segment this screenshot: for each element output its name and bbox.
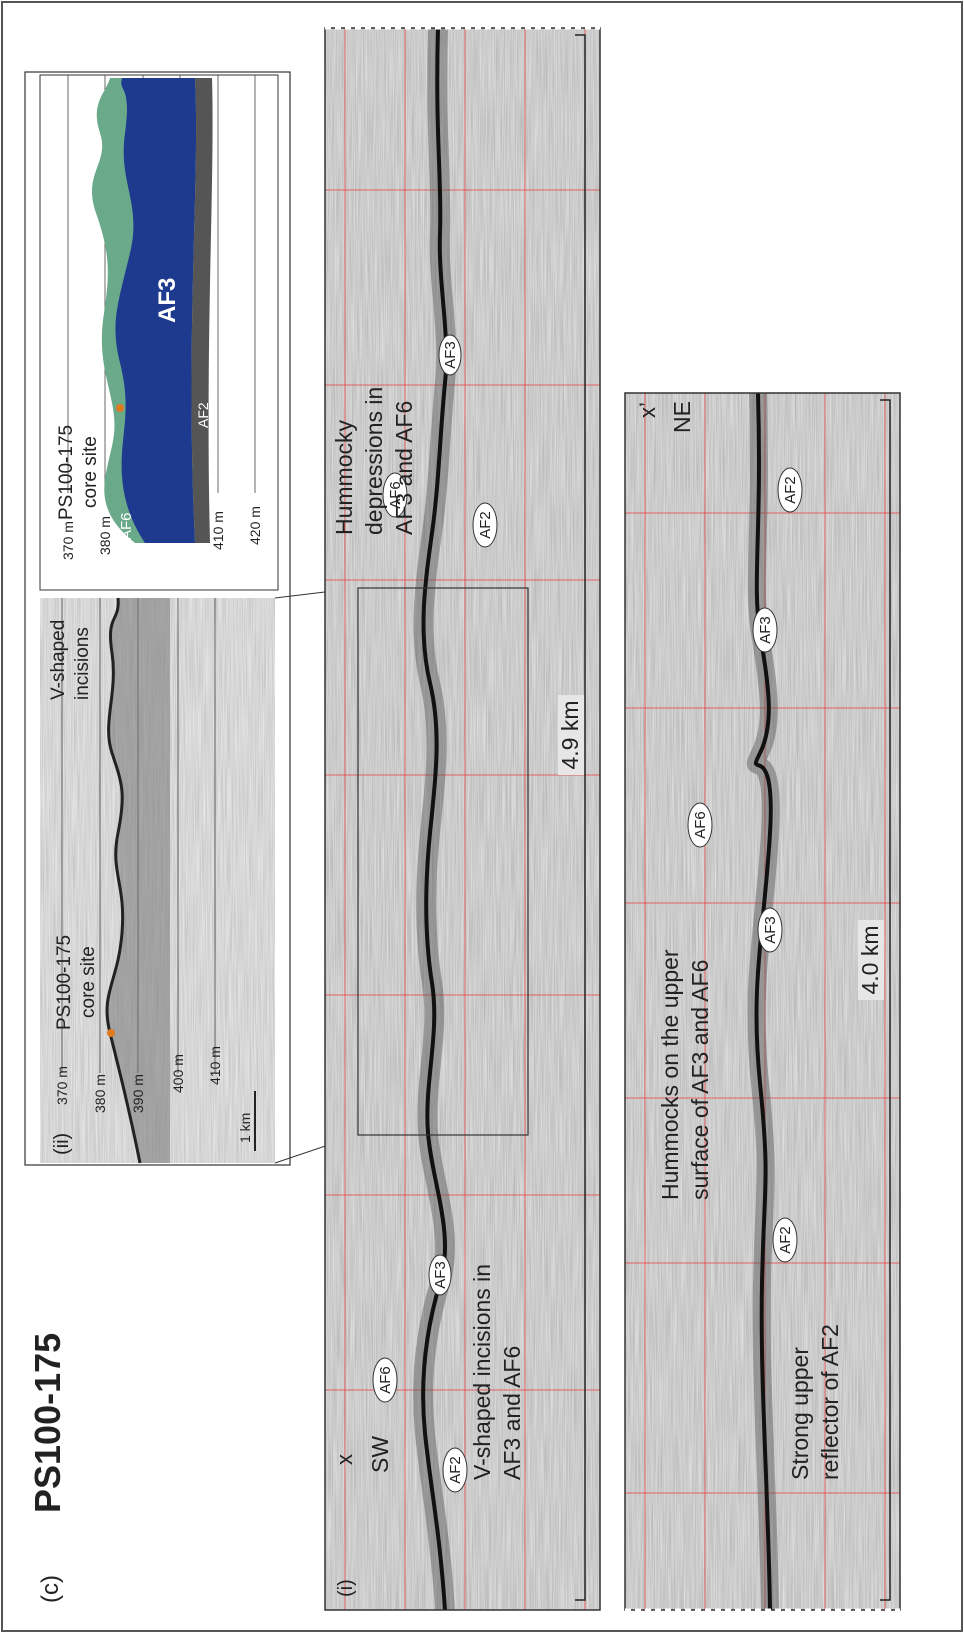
- profile-lower: x’ NE AF2 AF3 AF6 AF3 AF2 Hummocks on th…: [625, 393, 900, 1610]
- direction: SW: [367, 1436, 393, 1473]
- annotation: incisions: [72, 627, 93, 700]
- annotation: core site: [78, 946, 99, 1018]
- annotation: Strong upper: [787, 1347, 813, 1480]
- scale-bar-label: 1 km: [237, 1113, 253, 1143]
- annotation: PS100-175: [54, 935, 75, 1030]
- unit-label: AF2: [777, 1226, 794, 1254]
- unit-label: AF2: [195, 402, 211, 428]
- scale-label: 4.0 km: [857, 925, 883, 994]
- annotation: surface of AF3 and AF6: [687, 960, 713, 1200]
- inset-label: (ii): [51, 1133, 73, 1155]
- marker: x: [332, 1454, 357, 1465]
- inset-model: 370 m 380 m 410 m 420 m PS100-175 core s…: [40, 75, 278, 590]
- depth-label: 410 m: [207, 1046, 223, 1085]
- scale-label: 4.9 km: [557, 700, 583, 769]
- unit-label: AF2: [447, 1456, 464, 1484]
- annotation: reflector of AF2: [817, 1324, 843, 1480]
- unit-label: AF3: [432, 1261, 449, 1289]
- marker: x’: [635, 402, 660, 418]
- unit-label: AF3: [762, 916, 779, 944]
- depth-label: 380 m: [92, 1074, 108, 1113]
- depth-label: 420 m: [247, 506, 263, 545]
- unit-label: AF3: [442, 341, 459, 369]
- landscape: (c) PS100-175 (ii) 370 m 380 m 390 m 400…: [25, 28, 900, 1610]
- annotation: core site: [80, 436, 101, 508]
- annotation: AF3 and AF6: [499, 1346, 525, 1480]
- unit-label: AF3: [757, 616, 774, 644]
- profile-upper: (i) x SW AF2 AF6 AF3 AF6 AF2 AF3 V-shape…: [325, 28, 600, 1610]
- annotation: Hummocky: [331, 419, 357, 535]
- annotation: depressions in: [361, 387, 387, 535]
- title: PS100-175: [27, 1333, 68, 1513]
- unit-label: AF3: [154, 278, 181, 323]
- depth-label: 380 m: [97, 516, 113, 555]
- direction: NE: [669, 401, 695, 433]
- depth-label: 370 m: [54, 1066, 70, 1105]
- annotation: AF3 and AF6: [391, 401, 417, 535]
- unit-label: AF2: [477, 511, 494, 539]
- depth-label: 410 m: [210, 511, 226, 550]
- figure: (c) PS100-175 (ii) 370 m 380 m 390 m 400…: [0, 0, 964, 1633]
- unit-label: AF6: [118, 512, 135, 540]
- panel-label: (c): [37, 1575, 64, 1603]
- unit-label: AF2: [782, 476, 799, 504]
- depth-label: 370 m: [60, 521, 76, 560]
- unit-label: AF6: [692, 811, 709, 839]
- annotation: V-shaped incisions in: [469, 1264, 495, 1480]
- annotation: PS100-175: [56, 425, 77, 520]
- depth-label: 390 m: [130, 1074, 146, 1113]
- panel-label: (i): [335, 1579, 357, 1597]
- annotation: Hummocks on the upper: [657, 949, 683, 1200]
- inset-profile: (ii) 370 m 380 m 390 m 400 m 410 m 1 km …: [40, 598, 275, 1163]
- depth-label: 400 m: [170, 1054, 186, 1093]
- unit-label: AF6: [377, 1366, 394, 1394]
- annotation: V-shaped: [48, 620, 69, 700]
